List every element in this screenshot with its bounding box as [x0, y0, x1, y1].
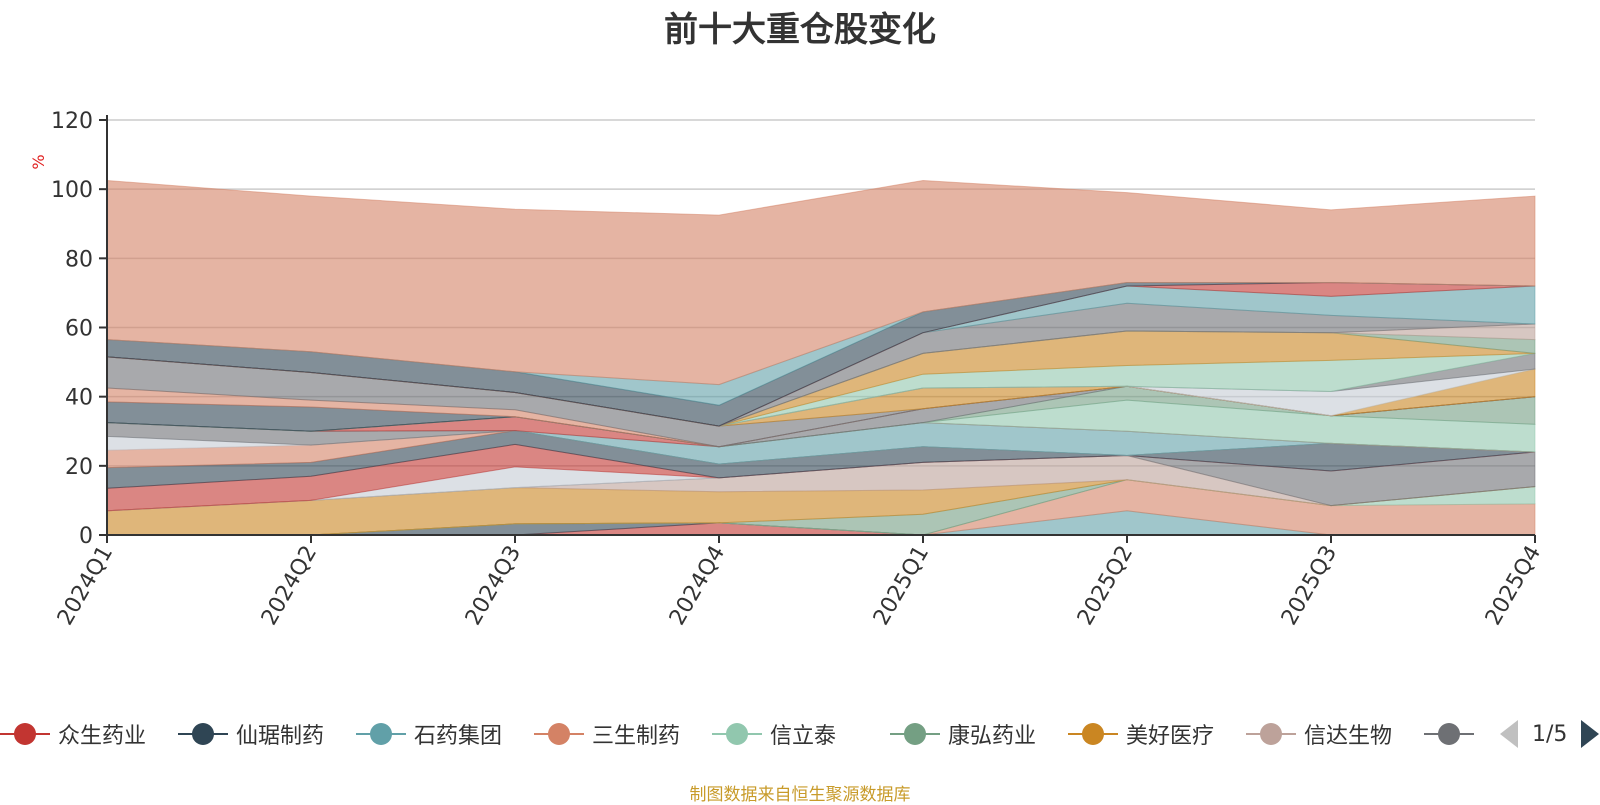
legend-label: 仙琚制药: [236, 724, 325, 749]
legend-marker-icon: [1068, 718, 1118, 750]
area-series-layer: [106, 179, 1536, 536]
legend-items: 众生药业 仙琚制药 石药集团 三生制药 信立泰 康弘药业 美好医疗 信达生物 百济神州: [0, 718, 1480, 750]
y-tick-label-3: 60: [65, 317, 93, 342]
legend-item-0[interactable]: 众生药业: [0, 718, 146, 750]
x-tick-label-7: 2025Q4: [1481, 542, 1546, 630]
legend-label: 三生制药: [592, 724, 681, 749]
legend-item-2[interactable]: 石药集团: [356, 718, 502, 750]
legend-marker-icon: [356, 718, 406, 750]
legend-marker-icon: [1424, 718, 1474, 750]
y-tick-label-4: 80: [65, 247, 93, 272]
legend-marker-icon: [1246, 718, 1296, 750]
legend-item-4[interactable]: 信立泰: [712, 718, 836, 750]
legend-label: 康弘药业: [948, 724, 1037, 749]
legend-label: 信达生物: [1304, 724, 1393, 749]
x-tick-label-1: 2024Q2: [257, 542, 322, 630]
legend-item-1[interactable]: 仙琚制药: [178, 718, 324, 750]
x-tick-label-3: 2024Q4: [665, 542, 730, 630]
legend-label: 众生药业: [58, 724, 147, 749]
legend-pager: 1/5: [1500, 718, 1600, 750]
x-tick-label-5: 2025Q2: [1073, 542, 1138, 630]
x-tick-label-2: 2024Q3: [461, 542, 526, 630]
legend-page-indicator: 1/5: [1532, 721, 1568, 747]
legend-marker-icon: [0, 718, 50, 750]
legend-marker-icon: [178, 718, 228, 750]
y-tick-label-1: 20: [65, 455, 93, 480]
legend-label: 信立泰: [770, 724, 837, 749]
legend-label: 美好医疗: [1126, 724, 1215, 749]
legend-item-6[interactable]: 美好医疗: [1068, 718, 1214, 750]
legend-marker-icon: [534, 718, 584, 750]
y-tick-label-6: 120: [51, 109, 93, 134]
y-axis-unit-label: %: [29, 154, 48, 169]
chart-title: 前十大重仓股变化: [664, 10, 936, 50]
legend-marker-icon: [890, 718, 940, 750]
area-series-35: [106, 179, 1536, 386]
y-tick-label-5: 100: [51, 178, 93, 203]
legend-next-page-icon[interactable]: [1581, 720, 1600, 748]
legend-label: 石药集团: [414, 724, 503, 749]
legend-item-3[interactable]: 三生制药: [534, 718, 680, 750]
y-tick-label-0: 0: [79, 524, 93, 549]
x-tick-label-4: 2025Q1: [869, 542, 934, 630]
x-tick-label-6: 2025Q3: [1277, 542, 1342, 630]
source-note: 制图数据来自恒生聚源数据库: [689, 785, 911, 805]
x-tick-label-0: 2024Q1: [53, 542, 118, 630]
legend-item-5[interactable]: 康弘药业: [890, 718, 1036, 750]
legend-prev-page-icon[interactable]: [1500, 720, 1518, 748]
legend-item-7[interactable]: 信达生物: [1246, 718, 1392, 750]
y-tick-label-2: 40: [65, 386, 93, 411]
legend: 众生药业 仙琚制药 石药集团 三生制药 信立泰 康弘药业 美好医疗 信达生物 百济神州 1/5: [0, 718, 1600, 750]
legend-marker-icon: [712, 718, 762, 750]
legend-item-8[interactable]: 百济神州: [1424, 718, 1480, 750]
